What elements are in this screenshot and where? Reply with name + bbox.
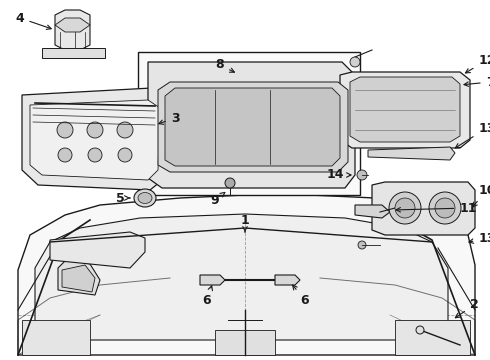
Polygon shape (35, 214, 448, 340)
Circle shape (118, 148, 132, 162)
Circle shape (395, 198, 415, 218)
Text: 6: 6 (293, 285, 309, 306)
Ellipse shape (134, 189, 156, 207)
Polygon shape (368, 147, 455, 160)
Polygon shape (215, 330, 275, 355)
Text: 3: 3 (159, 112, 179, 125)
Text: 9: 9 (211, 192, 225, 207)
Polygon shape (22, 320, 90, 355)
Polygon shape (148, 62, 355, 188)
Text: 14: 14 (326, 168, 351, 181)
Text: 4: 4 (16, 12, 51, 30)
Text: 10: 10 (472, 184, 490, 207)
Text: 1: 1 (241, 213, 249, 232)
Circle shape (435, 198, 455, 218)
Text: 13: 13 (469, 231, 490, 244)
Circle shape (358, 241, 366, 249)
Text: 2: 2 (455, 298, 478, 318)
Circle shape (117, 122, 133, 138)
Polygon shape (350, 77, 460, 142)
Circle shape (350, 57, 360, 67)
Text: 7: 7 (464, 76, 490, 89)
Circle shape (357, 170, 367, 180)
Polygon shape (355, 205, 390, 218)
Circle shape (87, 122, 103, 138)
Text: 11: 11 (396, 202, 477, 215)
Text: 6: 6 (203, 286, 213, 306)
Circle shape (57, 122, 73, 138)
Circle shape (58, 148, 72, 162)
Circle shape (88, 148, 102, 162)
Polygon shape (165, 88, 340, 166)
Polygon shape (50, 232, 145, 268)
Polygon shape (200, 275, 225, 285)
Circle shape (225, 178, 235, 188)
Text: 5: 5 (116, 192, 130, 204)
Polygon shape (235, 66, 260, 88)
Polygon shape (55, 18, 90, 32)
Polygon shape (138, 52, 360, 195)
Circle shape (389, 192, 421, 224)
Polygon shape (62, 265, 95, 292)
Text: 12: 12 (466, 54, 490, 73)
Polygon shape (372, 182, 475, 235)
Text: 8: 8 (216, 58, 234, 72)
Polygon shape (158, 82, 348, 172)
Circle shape (429, 192, 461, 224)
Polygon shape (22, 88, 168, 190)
Polygon shape (42, 48, 105, 58)
Polygon shape (275, 275, 300, 285)
Ellipse shape (138, 193, 152, 203)
Text: 13: 13 (455, 122, 490, 148)
Polygon shape (58, 258, 100, 295)
Polygon shape (18, 195, 475, 355)
Polygon shape (340, 72, 470, 148)
Circle shape (416, 326, 424, 334)
Polygon shape (55, 10, 90, 50)
Polygon shape (395, 320, 470, 355)
Polygon shape (30, 100, 160, 180)
